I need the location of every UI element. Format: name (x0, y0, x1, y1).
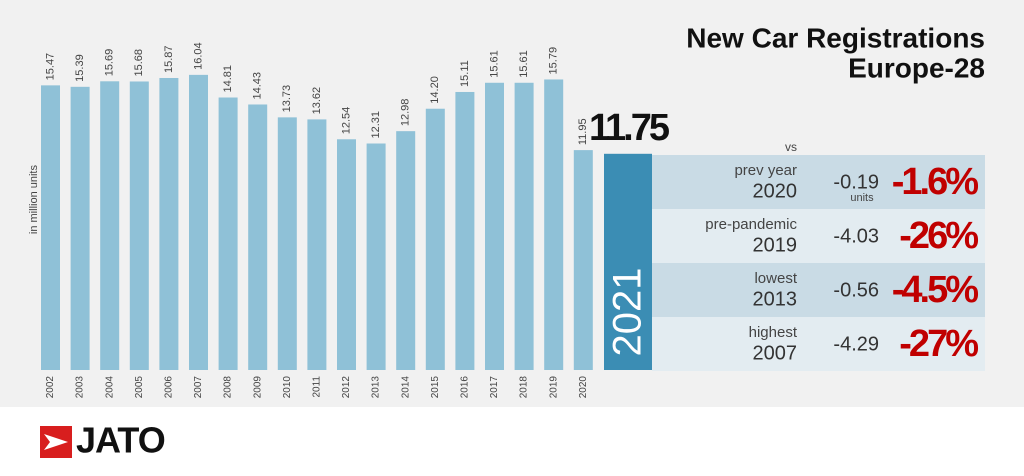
row-label: lowest (754, 270, 797, 287)
value-label: 15.11 (459, 60, 471, 87)
value-label: 14.43 (252, 72, 264, 100)
x-tick-label: 2005 (134, 376, 145, 399)
value-label: 14.20 (429, 76, 441, 104)
value-label: 12.54 (340, 107, 352, 135)
row-year: 2020 (753, 180, 798, 202)
bar (129, 81, 149, 370)
bar (485, 82, 504, 370)
x-tick-label: 2019 (548, 376, 559, 399)
bar (41, 85, 60, 371)
row-diff: -4.03 (833, 225, 879, 247)
x-tick-label: 2014 (400, 376, 411, 399)
x-tick-label: 2003 (75, 376, 86, 399)
bar (514, 82, 534, 370)
x-tick-label: 2012 (341, 376, 352, 399)
x-tick-label: 2016 (460, 376, 471, 399)
row-pct: -1.6% (892, 161, 978, 203)
chart-title: New Car Registrations (686, 22, 985, 53)
bar (396, 131, 416, 370)
x-tick-label: 2009 (252, 376, 263, 399)
bar (189, 74, 208, 370)
value-label: 12.31 (370, 111, 382, 139)
x-tick-label: 2017 (489, 376, 500, 399)
bar (70, 86, 90, 370)
comparison-header: vs (785, 140, 797, 154)
value-label: 15.87 (163, 45, 175, 73)
value-label: 15.39 (74, 54, 86, 82)
value-label: 12.98 (400, 99, 412, 127)
x-tick-label: 2015 (430, 376, 441, 399)
bar (455, 91, 475, 370)
row-label: highest (749, 324, 798, 341)
unit-label: units (850, 192, 874, 204)
row-pct: -26% (899, 215, 978, 257)
value-label: 13.73 (281, 85, 293, 113)
x-tick-label: 2006 (164, 376, 175, 399)
row-diff: -0.19 (833, 171, 879, 193)
x-tick-label: 2010 (282, 376, 293, 399)
bar (159, 77, 179, 370)
row-pct: -4.5% (892, 269, 978, 311)
bar (307, 119, 327, 370)
x-tick-label: 2004 (104, 376, 115, 399)
value-label: 15.68 (133, 49, 145, 77)
highlight-bar (604, 153, 652, 370)
row-pct: -27% (899, 323, 978, 365)
logo: JATO (40, 420, 166, 461)
bar (425, 108, 445, 370)
chart-subtitle: Europe-28 (848, 52, 985, 83)
x-tick-label: 2013 (371, 376, 382, 399)
row-label: prev year (734, 162, 797, 179)
value-label: 15.61 (518, 50, 530, 78)
row-diff: -0.56 (833, 279, 879, 301)
bar (337, 139, 356, 370)
bar (573, 150, 593, 370)
bar (277, 117, 297, 370)
highlight-value: 11.75 (589, 107, 670, 149)
row-diff: -4.29 (833, 333, 879, 355)
x-tick-label: 2011 (312, 376, 323, 398)
bar (100, 81, 120, 370)
highlight-category: 2021 (606, 268, 650, 357)
row-year: 2007 (753, 342, 798, 364)
value-label: 11.95 (577, 118, 589, 145)
table-row (652, 317, 985, 371)
value-label: 15.61 (488, 50, 500, 78)
x-tick-label: 2002 (45, 376, 56, 399)
value-label: 16.04 (192, 42, 204, 70)
row-label: pre-pandemic (705, 216, 797, 233)
footer (0, 407, 1024, 476)
table-row (652, 263, 985, 317)
logo-arrow (44, 434, 68, 450)
bar (366, 143, 386, 370)
x-tick-label: 2020 (578, 376, 589, 399)
row-year: 2019 (753, 234, 798, 256)
table-row (652, 155, 985, 209)
bar (544, 79, 564, 371)
row-year: 2013 (753, 288, 798, 310)
value-label: 15.47 (44, 53, 56, 81)
table-row (652, 209, 985, 263)
x-tick-label: 2007 (193, 376, 204, 399)
bar (248, 104, 268, 370)
bar (218, 97, 238, 370)
x-tick-label: 2008 (223, 376, 234, 399)
value-label: 15.79 (548, 47, 560, 75)
logo-text: JATO (76, 420, 165, 461)
y-axis-label: in million units (28, 165, 40, 235)
x-tick-label: 2018 (519, 376, 530, 399)
value-label: 15.69 (104, 49, 116, 77)
value-label: 14.81 (222, 65, 234, 93)
value-label: 13.62 (311, 87, 323, 115)
